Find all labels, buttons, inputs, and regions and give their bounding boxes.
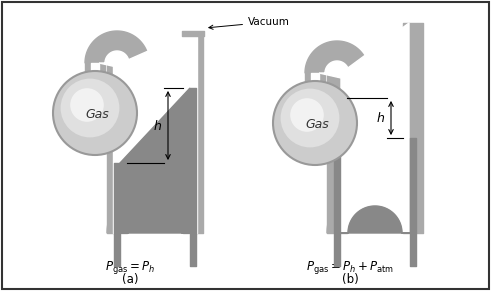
- Polygon shape: [340, 206, 410, 233]
- Polygon shape: [120, 206, 190, 233]
- Ellipse shape: [290, 98, 324, 132]
- Polygon shape: [107, 185, 203, 233]
- Text: Gas: Gas: [85, 109, 109, 122]
- Text: $P_{\mathrm{gas}} = P_h$: $P_{\mathrm{gas}} = P_h$: [105, 259, 155, 276]
- Polygon shape: [120, 88, 190, 233]
- Ellipse shape: [60, 79, 119, 137]
- Polygon shape: [117, 63, 193, 233]
- Polygon shape: [99, 51, 129, 68]
- Polygon shape: [305, 41, 369, 73]
- Ellipse shape: [70, 88, 104, 122]
- Polygon shape: [319, 61, 349, 78]
- Text: $P_{\mathrm{gas}} = P_h + P_{\mathrm{atm}}$: $P_{\mathrm{gas}} = P_h + P_{\mathrm{atm…: [306, 259, 394, 276]
- Text: $h$: $h$: [153, 118, 162, 132]
- Text: Vacuum: Vacuum: [209, 17, 290, 29]
- Ellipse shape: [280, 88, 339, 148]
- Text: (a): (a): [122, 273, 138, 286]
- Text: (b): (b): [342, 273, 358, 286]
- Polygon shape: [85, 31, 149, 63]
- Polygon shape: [327, 185, 423, 233]
- Ellipse shape: [273, 81, 357, 165]
- Polygon shape: [341, 23, 409, 233]
- Text: $h$: $h$: [376, 111, 385, 125]
- Polygon shape: [121, 33, 189, 233]
- Ellipse shape: [53, 71, 137, 155]
- Text: Gas: Gas: [305, 118, 329, 132]
